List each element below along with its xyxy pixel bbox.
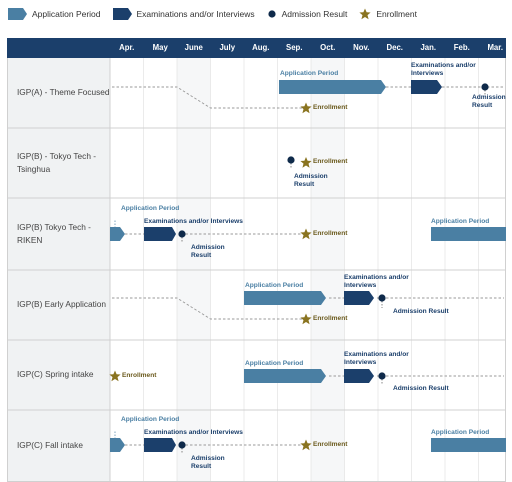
legend-enrollment: Enrollment — [359, 8, 417, 20]
row-igp-b-early-enrollment-label: Enrollment — [313, 315, 348, 322]
row-igp-c-spring-graphics — [109, 369, 504, 385]
month-header-oct: Oct. — [320, 43, 336, 52]
month-header-aug: Aug. — [252, 43, 270, 52]
month-header-june: June — [184, 43, 203, 52]
row-label-igp-b-early: IGP(B) Early Application — [17, 299, 106, 310]
examinations-arrow-icon — [112, 8, 132, 20]
row-label-igp-a: IGP(A) - Theme Focused — [17, 87, 110, 98]
row-label-igp-c-spring: IGP(C) Spring intake — [17, 369, 94, 380]
row-igp-b-riken-result-label: Admission Result — [191, 244, 225, 259]
admissions-timeline: Apr. May June July Aug. Sep. Oct. Nov. D… — [7, 38, 506, 482]
star-icon — [359, 8, 371, 20]
legend-examinations: Examinations and/or Interviews — [112, 8, 255, 20]
month-header-feb: Feb. — [453, 43, 470, 52]
row-igp-b-riken-enrollment-label: Enrollment — [313, 230, 348, 237]
row-igp-a-examinations-label: Examinations and/or Interviews — [411, 62, 476, 77]
row-igp-b-early-examinations-label: Examinations and/or Interviews — [344, 274, 409, 289]
month-header-dec: Dec. — [386, 43, 403, 52]
row-igp-b-early-graphics — [112, 291, 504, 325]
row-igp-a-graphics — [112, 80, 503, 114]
legend-application-label: Application Period — [32, 9, 101, 19]
month-header-nov: Nov. — [353, 43, 370, 52]
legend: Application Period Examinations and/or I… — [8, 6, 429, 22]
legend-admission-result: Admission Result — [267, 9, 348, 19]
row-igp-c-spring-result-label: Admission Result — [393, 385, 449, 392]
application-arrow-icon — [8, 8, 27, 20]
timeline-grid — [7, 38, 506, 482]
row-igp-c-fall-application-label: Application Period — [121, 416, 180, 423]
row-igp-b-riken-application-label: Application Period — [121, 205, 180, 212]
row-label-igp-b-tsinghua: IGP(B) - Tokyo Tech - Tsinghua — [17, 150, 96, 175]
row-igp-c-spring-application-label: Application Period — [245, 360, 304, 367]
row-igp-b-riken-application-label-2: Application Period — [431, 218, 490, 225]
legend-examinations-label: Examinations and/or Interviews — [136, 9, 255, 19]
row-igp-b-riken-examinations-label: Examinations and/or Interviews — [144, 218, 243, 225]
row-igp-b-early-result-label: Admission Result — [393, 308, 449, 315]
row-igp-b-tsinghua-graphics — [287, 156, 312, 169]
month-header-jan: Jan. — [420, 43, 437, 52]
row-igp-b-tsinghua-enrollment-label: Enrollment — [313, 158, 348, 165]
row-igp-b-tsinghua-result-label: Admission Result — [294, 173, 328, 188]
month-header-apr: Apr. — [119, 43, 135, 52]
row-igp-c-fall-examinations-label: Examinations and/or Interviews — [144, 429, 243, 436]
month-header-july: July — [219, 43, 236, 52]
row-igp-c-fall-enrollment-label: Enrollment — [313, 441, 348, 448]
legend-enrollment-label: Enrollment — [376, 9, 417, 19]
legend-admission-result-label: Admission Result — [281, 9, 348, 19]
row-label-igp-b-riken: IGP(B) Tokyo Tech - RIKEN — [17, 221, 91, 246]
row-igp-b-riken-graphics — [110, 219, 506, 243]
row-igp-b-early-application-label: Application Period — [245, 282, 304, 289]
row-igp-a-application-label: Application Period — [280, 70, 339, 77]
row-igp-c-spring-enrollment-label: Enrollment — [122, 372, 157, 379]
row-igp-c-fall-result-label: Admission Result — [191, 455, 225, 470]
month-header-may: May — [152, 43, 168, 52]
row-label-igp-c-fall: IGP(C) Fall intake — [17, 440, 83, 451]
row-igp-c-fall-graphics — [110, 430, 506, 454]
row-igp-c-fall-application-label-2: Application Period — [431, 429, 490, 436]
row-igp-a-enrollment-label: Enrollment — [313, 104, 348, 111]
month-header-mar: Mar. — [487, 43, 504, 52]
legend-application-period: Application Period — [8, 8, 101, 20]
row-igp-c-spring-examinations-label: Examinations and/or Interviews — [344, 351, 409, 366]
result-dot-icon — [268, 10, 276, 18]
row-igp-a-result-label: Admission Result — [472, 94, 506, 109]
month-header-sep: Sep. — [286, 43, 303, 52]
